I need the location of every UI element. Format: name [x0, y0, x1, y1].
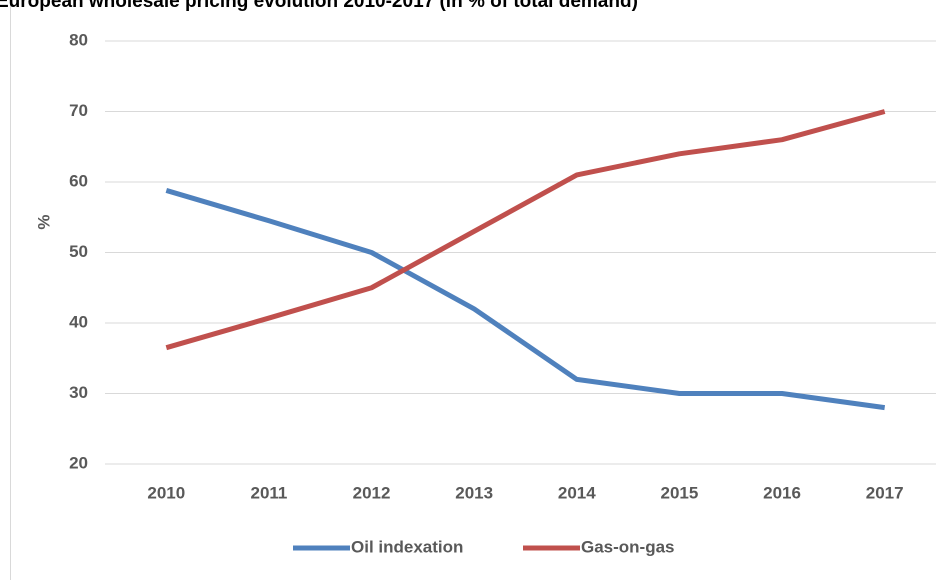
y-tick-label: 80: [69, 30, 88, 49]
line-series: [165, 188, 886, 411]
x-tick-label: 2016: [763, 483, 801, 502]
y-tick-label: 40: [69, 312, 88, 331]
x-tick-label: 2014: [558, 483, 596, 502]
chart-title: European wholesale pricing evolution 201…: [0, 0, 638, 12]
x-tick-label: 2013: [455, 483, 493, 502]
x-tick-label: 2010: [147, 483, 185, 502]
y-tick-label: 70: [69, 101, 88, 120]
y-tick-label: 60: [69, 171, 88, 190]
y-axis-label: %: [34, 214, 53, 229]
y-tick-label: 30: [69, 383, 88, 402]
y-tick-label: 50: [69, 242, 88, 261]
x-tick-label: 2015: [661, 483, 699, 502]
legend-label: Oil indexation: [351, 537, 463, 556]
legend-label: Gas-on-gas: [581, 537, 675, 556]
y-tick-label: 20: [69, 453, 88, 472]
x-tick-label: 2017: [866, 483, 904, 502]
line-series: [165, 109, 886, 351]
x-tick-label: 2011: [250, 483, 287, 502]
x-tick-label: 2012: [353, 483, 391, 502]
